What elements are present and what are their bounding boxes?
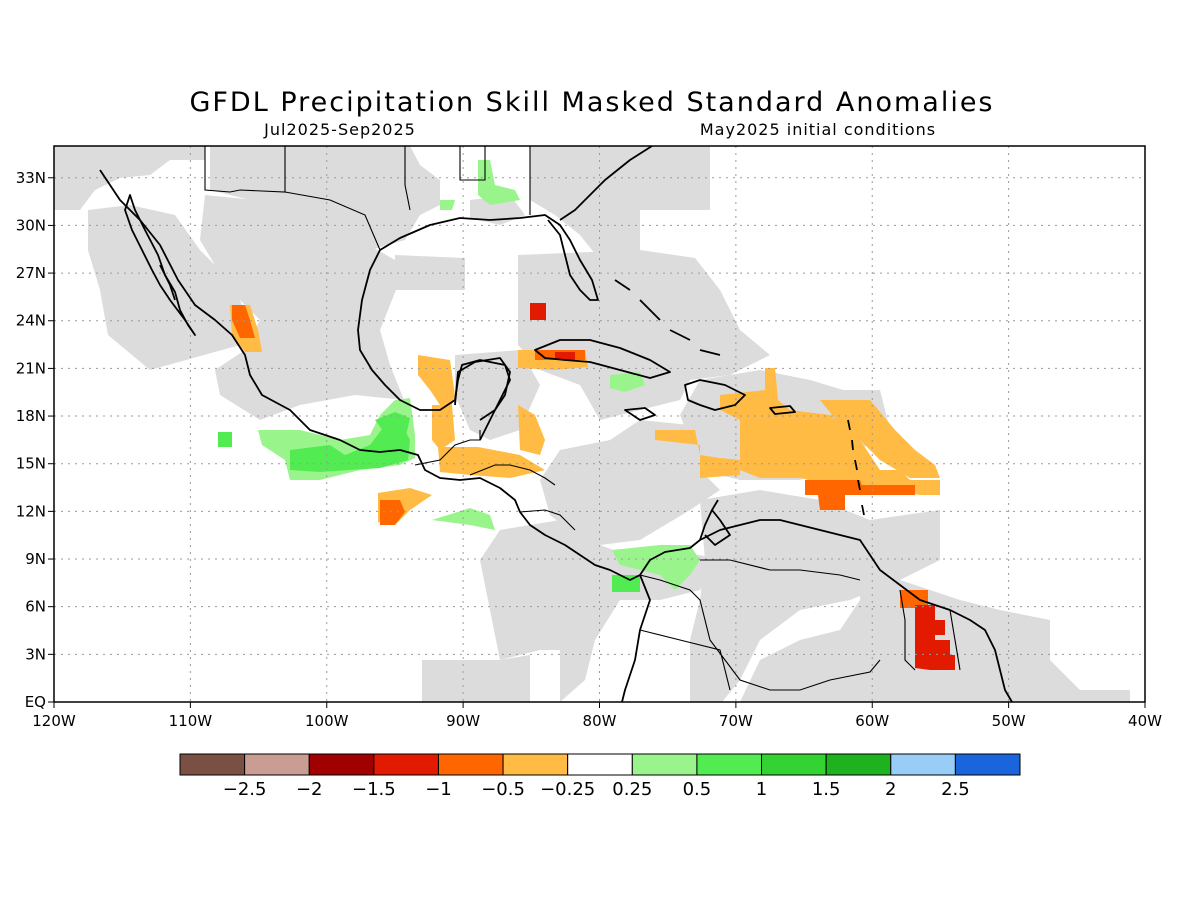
lon-tick-label: 40W [1128, 712, 1162, 730]
lat-tick-label: 15N [16, 455, 46, 473]
colorbar-swatch [954, 753, 1021, 776]
colorbar-tick-label: −1 [425, 779, 452, 800]
colorbar-tick-label: −2 [296, 779, 323, 800]
colorbar-tick-label: 0.5 [683, 779, 712, 800]
map-area [54, 146, 1145, 702]
lat-tick-label: 6N [25, 598, 46, 616]
colorbar: −2.5 −2 −1.5 −1 −0.5 −0.25 0.25 0.5 1 1.5 2 2.5 [179, 753, 1021, 800]
coastline-layer [99, 146, 1013, 702]
lat-tick-label: 30N [16, 216, 46, 234]
lat-tick-label: 18N [16, 407, 46, 425]
lat-tick-label: 33N [16, 169, 46, 187]
longitude-axis: 120W 110W 100W 90W 80W 70W 60W 50W 40W [32, 702, 1162, 730]
colorbar-swatch [244, 753, 310, 776]
lon-tick-label: 120W [32, 712, 76, 730]
lat-tick-label: 12N [16, 502, 46, 520]
lon-tick-label: 50W [992, 712, 1026, 730]
colorbar-swatch [308, 753, 375, 776]
colorbar-swatch [373, 753, 439, 776]
forecast-period: Jul2025-Sep2025 [263, 120, 416, 139]
colorbar-tick-label: −0.25 [540, 779, 595, 800]
colorbar-swatch [179, 753, 246, 776]
colorbar-tick-label: 0.25 [612, 779, 652, 800]
lat-tick-label: EQ [25, 693, 46, 711]
colorbar-tick-label: 2 [885, 779, 896, 800]
lat-tick-label: 21N [16, 359, 46, 377]
lat-tick-label: 3N [25, 645, 46, 663]
colorbar-tick-label: −2.5 [223, 779, 267, 800]
figure-title: GFDL Precipitation Skill Masked Standard… [189, 87, 994, 118]
colorbar-tick-label: −1.5 [352, 779, 396, 800]
colorbar-tick-label: 2.5 [941, 779, 970, 800]
gridlines [54, 146, 1145, 702]
lat-tick-label: 24N [16, 312, 46, 330]
initial-conditions: May2025 initial conditions [700, 120, 936, 139]
lat-tick-label: 27N [16, 264, 46, 282]
colorbar-swatch [502, 753, 569, 776]
lon-tick-label: 100W [305, 712, 349, 730]
colorbar-swatch [761, 753, 827, 776]
colorbar-swatch [567, 753, 633, 776]
colorbar-tick-label: −0.5 [481, 779, 525, 800]
lon-tick-label: 80W [583, 712, 617, 730]
colorbar-swatch [890, 753, 956, 776]
colorbar-tick-label: 1.5 [812, 779, 841, 800]
lon-tick-label: 60W [855, 712, 889, 730]
lon-tick-label: 110W [169, 712, 213, 730]
lon-tick-label: 70W [719, 712, 753, 730]
lat-tick-label: 9N [25, 550, 46, 568]
lon-tick-label: 90W [446, 712, 480, 730]
colorbar-tick-label: 1 [756, 779, 767, 800]
colorbar-swatch [631, 753, 698, 776]
borders-layer [204, 146, 961, 691]
latitude-axis: EQ 3N 6N 9N 12N 15N 18N 21N 24N 27N 30N 33N [16, 169, 54, 711]
colorbar-swatch [437, 753, 504, 776]
colorbar-swatch [825, 753, 892, 776]
colorbar-swatch [696, 753, 763, 776]
